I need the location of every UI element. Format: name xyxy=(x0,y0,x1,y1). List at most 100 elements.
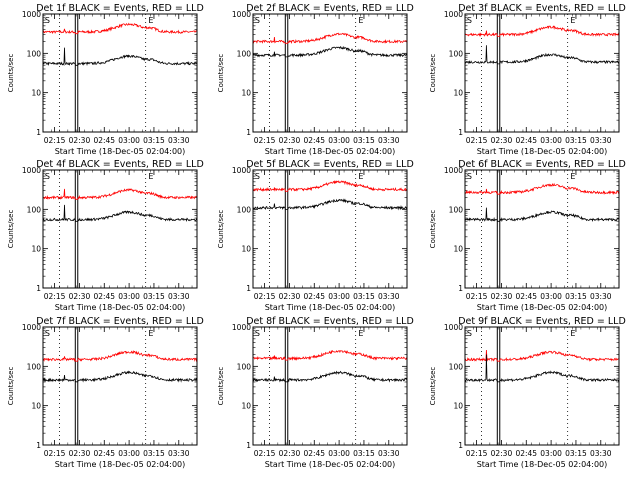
y-tick-label: 100 xyxy=(237,49,252,58)
y-tick-label: 1000 xyxy=(444,10,463,19)
plot-frame xyxy=(464,169,620,289)
panel-title: Det 2f BLACK = Events, RED = LLD xyxy=(246,3,414,14)
y-tick-label: 1 xyxy=(458,128,463,137)
x-tick-label: 03:00 xyxy=(540,292,562,301)
y-tick-label: 1 xyxy=(36,128,41,137)
y-tick-label: 10 xyxy=(453,89,463,98)
panel-title: Det 9f BLACK = Events, RED = LLD xyxy=(458,316,626,327)
plot-frame xyxy=(252,326,408,446)
x-tick-label: 03:30 xyxy=(590,292,612,301)
x-tick-label: 03:30 xyxy=(378,292,400,301)
detector-panel: Det 3f BLACK = Events, RED = LLD Counts/s… xyxy=(429,3,626,156)
y-tick-label: 100 xyxy=(449,362,464,371)
lld-series-line xyxy=(42,188,198,200)
x-tick-label: 03:15 xyxy=(565,136,587,145)
y-tick-label: 1000 xyxy=(232,166,251,175)
detector-panel: Det 1f BLACK = Events, RED = LLD Counts/s… xyxy=(7,3,204,156)
x-axis-label: Start Time (18-Dec-05 02:04:00) xyxy=(55,147,186,156)
x-tick-label: 03:00 xyxy=(118,449,140,458)
y-tick-label: 10 xyxy=(241,402,251,411)
x-tick-label: 03:15 xyxy=(565,292,587,301)
x-tick-label: 02:15 xyxy=(254,449,276,458)
plot-frame xyxy=(252,13,408,133)
x-tick-label: 03:30 xyxy=(168,292,190,301)
detector-panel: Det 7f BLACK = Events, RED = LLD Counts/s… xyxy=(7,316,204,469)
y-tick-label: 1 xyxy=(36,284,41,293)
y-tick-label: 10 xyxy=(453,402,463,411)
detector-panel: Det 4f BLACK = Events, RED = LLD Counts/s… xyxy=(7,159,204,312)
marker-label-e: E xyxy=(570,329,575,338)
y-axis-label: Counts/sec xyxy=(217,54,225,93)
plot-frame xyxy=(464,326,620,446)
events-series-line xyxy=(252,45,408,58)
x-tick-label: 02:30 xyxy=(491,136,513,145)
x-tick-label: 03:00 xyxy=(328,449,350,458)
events-series-line xyxy=(252,370,408,383)
y-axis-label: Counts/sec xyxy=(7,54,15,93)
lld-series-line xyxy=(464,182,620,195)
x-axis-label: Start Time (18-Dec-05 02:04:00) xyxy=(265,147,396,156)
y-tick-label: 10 xyxy=(453,245,463,254)
y-axis-label: Counts/sec xyxy=(429,210,437,249)
x-tick-label: 02:15 xyxy=(44,449,66,458)
marker-label-e: E xyxy=(570,16,575,25)
y-tick-label: 1 xyxy=(36,441,41,450)
marker-label-e: E xyxy=(570,172,575,181)
y-tick-label: 10 xyxy=(241,89,251,98)
x-tick-label: 03:00 xyxy=(328,292,350,301)
x-tick-label: 03:30 xyxy=(378,136,400,145)
detector-panel: Det 2f BLACK = Events, RED = LLD Counts/s… xyxy=(217,3,414,156)
x-tick-label: 02:45 xyxy=(303,449,325,458)
marker-label-e: E xyxy=(148,329,153,338)
marker-label-s: S xyxy=(255,16,260,25)
plot-frame xyxy=(464,13,620,133)
events-series-line xyxy=(464,207,620,222)
y-tick-label: 1000 xyxy=(22,166,41,175)
marker-label-s: S xyxy=(255,172,260,181)
marker-label-e: E xyxy=(358,329,363,338)
y-axis-label: Counts/sec xyxy=(217,367,225,406)
x-tick-label: 02:15 xyxy=(44,292,66,301)
x-tick-label: 02:15 xyxy=(466,292,488,301)
x-tick-label: 02:45 xyxy=(515,449,537,458)
x-tick-label: 02:45 xyxy=(93,292,115,301)
x-tick-label: 03:30 xyxy=(168,449,190,458)
y-axis-label: Counts/sec xyxy=(217,210,225,249)
events-series-line xyxy=(464,354,620,383)
lld-series-line xyxy=(42,22,198,35)
marker-label-e: E xyxy=(358,172,363,181)
x-tick-label: 03:30 xyxy=(378,449,400,458)
x-tick-label: 02:30 xyxy=(279,449,301,458)
detector-panel: Det 8f BLACK = Events, RED = LLD Counts/s… xyxy=(217,316,414,469)
x-tick-label: 03:30 xyxy=(590,136,612,145)
y-tick-label: 10 xyxy=(31,89,41,98)
x-tick-label: 03:30 xyxy=(168,136,190,145)
x-tick-label: 03:30 xyxy=(590,449,612,458)
x-tick-label: 03:15 xyxy=(143,449,165,458)
x-axis-label: Start Time (18-Dec-05 02:04:00) xyxy=(477,147,608,156)
panel-title: Det 4f BLACK = Events, RED = LLD xyxy=(36,159,204,170)
y-tick-label: 100 xyxy=(237,205,252,214)
plot-frame xyxy=(252,169,408,289)
y-tick-label: 1000 xyxy=(444,166,463,175)
y-tick-label: 1 xyxy=(246,128,251,137)
x-tick-label: 02:45 xyxy=(303,136,325,145)
x-axis-label: Start Time (18-Dec-05 02:04:00) xyxy=(265,303,396,312)
x-axis-label: Start Time (18-Dec-05 02:04:00) xyxy=(477,460,608,469)
panel-title: Det 7f BLACK = Events, RED = LLD xyxy=(36,316,204,327)
x-tick-label: 03:15 xyxy=(565,449,587,458)
y-tick-label: 100 xyxy=(27,49,42,58)
x-tick-label: 02:15 xyxy=(44,136,66,145)
y-tick-label: 100 xyxy=(449,205,464,214)
marker-label-s: S xyxy=(467,329,472,338)
marker-label-e: E xyxy=(358,16,363,25)
x-axis-label: Start Time (18-Dec-05 02:04:00) xyxy=(55,460,186,469)
lld-series-line xyxy=(42,349,198,363)
y-tick-label: 1000 xyxy=(232,10,251,19)
x-tick-label: 03:00 xyxy=(328,136,350,145)
y-tick-label: 100 xyxy=(449,49,464,58)
x-tick-label: 02:30 xyxy=(69,292,91,301)
x-tick-label: 02:30 xyxy=(279,136,301,145)
x-tick-label: 03:15 xyxy=(143,136,165,145)
